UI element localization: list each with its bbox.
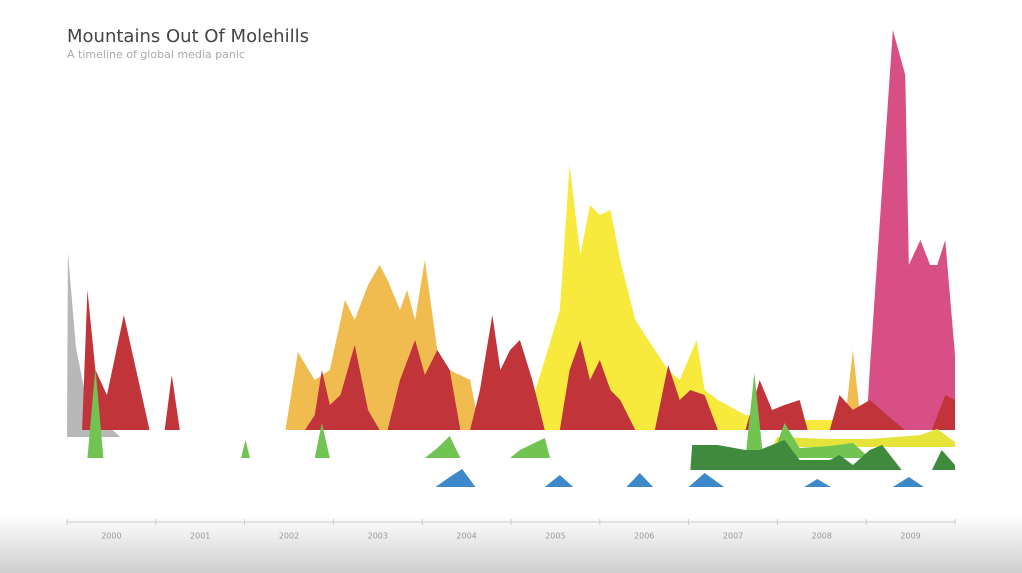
x-tick-label: 2009 — [900, 532, 920, 541]
chart-subtitle: A timeline of global media panic — [67, 48, 245, 61]
x-tick-label: 2000 — [101, 532, 121, 541]
area — [690, 440, 955, 470]
chart-title: Mountains Out Of Molehills — [67, 26, 309, 47]
area — [67, 252, 121, 437]
area — [866, 30, 955, 430]
area — [82, 290, 955, 430]
x-tick-label: 2007 — [723, 532, 743, 541]
area — [435, 469, 924, 487]
x-tick-label: 2003 — [368, 532, 388, 541]
x-tick-label: 2004 — [456, 532, 476, 541]
area — [87, 368, 870, 458]
x-tick-label: 2002 — [279, 532, 299, 541]
area — [513, 165, 955, 430]
area — [772, 429, 955, 447]
x-tick-label: 2008 — [812, 532, 832, 541]
x-tick-label: 2006 — [634, 532, 654, 541]
x-tick-label: 2001 — [190, 532, 210, 541]
x-tick-label: 2005 — [545, 532, 565, 541]
